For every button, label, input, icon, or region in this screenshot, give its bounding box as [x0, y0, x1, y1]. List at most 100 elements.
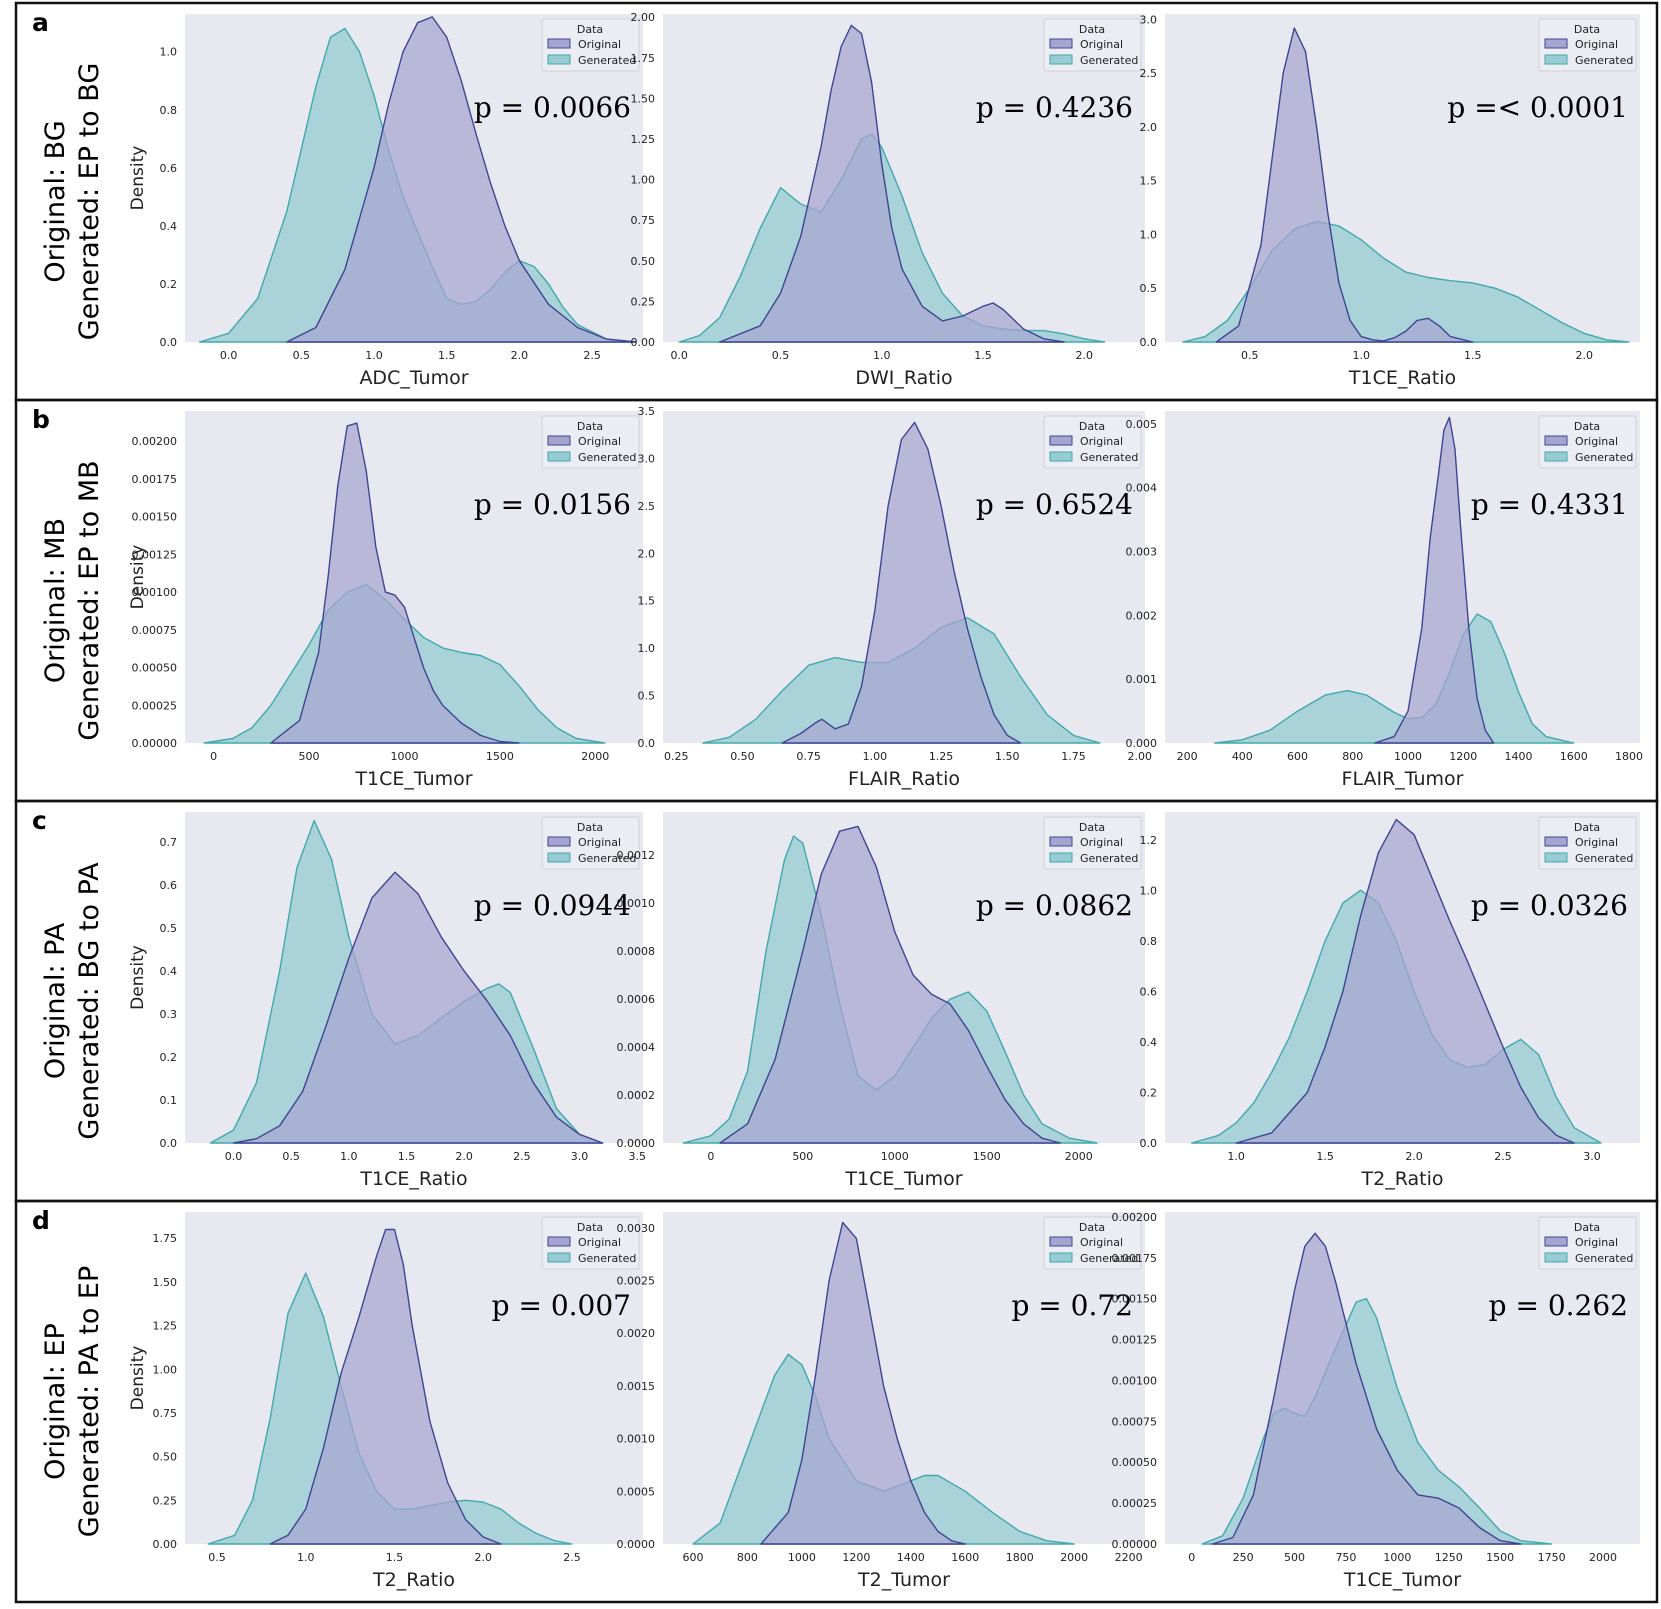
- y-tick-label: 0.00025: [132, 699, 178, 712]
- panel-row-d: d Original: EP Generated: PA to EP 0.00 0.25…: [14, 1199, 1659, 1604]
- y-tick-label: 0.00000: [132, 737, 178, 750]
- x-tick-label: 600: [1287, 750, 1308, 763]
- y-axis-label-group: Density: [128, 146, 148, 211]
- y-tick-label: 0.00175: [1112, 1252, 1158, 1265]
- x-tick-label: 2.5: [563, 1551, 581, 1564]
- x-tick-label: 1400: [1504, 750, 1532, 763]
- legend-original-label: Original: [1080, 435, 1123, 448]
- legend-original-label: Original: [578, 1236, 621, 1249]
- y-axis-label: Density: [128, 1346, 148, 1411]
- x-tick-label: 1000: [1383, 1551, 1411, 1564]
- legend: Data Original Generated: [1043, 18, 1142, 72]
- x-tick-label: 2.0: [1575, 349, 1593, 362]
- legend-original-swatch: [1544, 1236, 1568, 1247]
- legend-original-label: Original: [1080, 1236, 1123, 1249]
- legend-original-swatch: [547, 38, 571, 49]
- y-tick-label: 0.0: [1140, 336, 1158, 349]
- y-tick-label: 0.0010: [617, 897, 656, 910]
- y-tick-label: 0.6: [160, 879, 178, 892]
- y-tick-label: 0.50: [153, 1451, 178, 1464]
- y-tick-label: 0.5: [160, 922, 178, 935]
- y-tick-label: 0.3: [160, 1008, 178, 1021]
- original-density-area: [232, 871, 604, 1144]
- x-tick-label: 0: [210, 750, 217, 763]
- legend-generated-swatch: [547, 451, 571, 462]
- row-label: Original: PA Generated: BG to PA: [40, 862, 105, 1140]
- row-label-line2: Generated: PA to EP: [74, 1266, 105, 1538]
- chart-d-1: 0.00 0.25 0.50 0.75 1.00 1.25 1.50 1.75 0.5 1.0 1.…: [128, 1212, 643, 1591]
- y-tick-label: 0.75: [631, 214, 656, 227]
- legend-original-swatch: [1544, 836, 1568, 847]
- chart-a-2: 0.00 0.25 0.50 0.75 1.00 1.25 1.50 1.75 2.00 0.0 0…: [631, 11, 1145, 389]
- x-tick-label: 1.00: [863, 750, 888, 763]
- y-tick-label: 0.0010: [617, 1433, 656, 1446]
- x-tick-label: 0.75: [796, 750, 821, 763]
- legend-original-swatch: [547, 435, 571, 446]
- row-label-line1: Original: EP: [40, 1323, 71, 1480]
- legend-original-label: Original: [1575, 1236, 1618, 1249]
- y-tick-label: 0.00125: [132, 548, 178, 561]
- p-value-annotation: p = 0.4236: [976, 91, 1133, 124]
- y-tick-label: 0.0025: [617, 1275, 656, 1288]
- y-tick-label: 0.2: [1140, 1086, 1158, 1099]
- x-axis-label: T2_Ratio: [372, 1569, 455, 1591]
- y-tick-label: 0.2: [160, 1051, 178, 1064]
- y-tick-label: 0.8: [160, 104, 178, 117]
- x-tick-label: 1800: [1006, 1551, 1034, 1564]
- x-tick-label: 1250: [1435, 1551, 1463, 1564]
- y-tick-label: 0.8: [1140, 935, 1158, 948]
- x-tick-label: 0.0: [220, 349, 238, 362]
- x-tick-label: 0.5: [1241, 349, 1259, 362]
- row-label: Original: MB Generated: EP to MB: [40, 460, 105, 740]
- x-tick-label: 0.5: [208, 1551, 226, 1564]
- x-tick-label: 2.5: [1494, 1150, 1512, 1163]
- y-tick-label: 0.00150: [132, 511, 178, 524]
- p-value-annotation: p = 0.0066: [474, 91, 631, 124]
- x-tick-label: 500: [299, 750, 320, 763]
- y-tick-label: 1.75: [153, 1232, 178, 1245]
- x-tick-label: 1.0: [1227, 1150, 1245, 1163]
- row-label: Original: EP Generated: PA to EP: [40, 1266, 105, 1538]
- y-tick-label: 0.0000: [617, 1538, 656, 1551]
- y-tick-label: 0.0002: [617, 1089, 656, 1102]
- legend-title: Data: [1574, 821, 1600, 834]
- legend-title: Data: [577, 420, 603, 433]
- x-axis-label: ADC_Tumor: [359, 367, 468, 389]
- legend: Data Original Generated: [1538, 816, 1637, 870]
- y-tick-label: 1.5: [1140, 175, 1158, 188]
- y-tick-label: 3.0: [638, 452, 656, 465]
- x-axis-label: DWI_Ratio: [855, 367, 952, 389]
- y-tick-label: 0.7: [160, 836, 178, 849]
- legend-generated-label: Generated: [1575, 1252, 1633, 1265]
- legend: Data Original Generated: [1043, 816, 1142, 870]
- y-tick-label: 0.4: [160, 220, 178, 233]
- legend-generated-label: Generated: [1080, 1252, 1138, 1265]
- x-axis-label: FLAIR_Tumor: [1342, 768, 1464, 790]
- y-axis-label-group: Density: [128, 1346, 148, 1411]
- y-tick-label: 1.25: [153, 1320, 178, 1333]
- chart-d-2: 0.0000 0.0005 0.0010 0.0015 0.0020 0.0025 0.00…: [617, 1212, 1145, 1591]
- y-tick-label: 0.0020: [617, 1327, 656, 1340]
- y-axis-label: Density: [128, 945, 148, 1010]
- original-density-area: [781, 421, 1022, 744]
- x-tick-label: 3.0: [1583, 1150, 1601, 1163]
- x-tick-label: 0: [1188, 1551, 1195, 1564]
- original-density-area: [719, 24, 1065, 343]
- x-tick-label: 1.0: [873, 349, 891, 362]
- x-tick-label: 1.25: [929, 750, 954, 763]
- legend-generated-label: Generated: [578, 451, 636, 464]
- y-tick-label: 0.00: [631, 336, 656, 349]
- x-tick-label: 1.5: [1316, 1150, 1334, 1163]
- legend-generated-swatch: [547, 54, 571, 65]
- panel-letter: a: [32, 8, 49, 37]
- x-tick-label: 0: [707, 1150, 714, 1163]
- y-tick-label: 0.0005: [617, 1485, 656, 1498]
- x-tick-label: 1600: [1560, 750, 1588, 763]
- legend-generated-swatch: [1049, 54, 1073, 65]
- y-tick-label: 0.001: [1126, 673, 1158, 686]
- y-tick-label: 1.0: [1140, 884, 1158, 897]
- x-axis-label: T1CE_Tumor: [844, 1168, 962, 1190]
- row-label-line2: Generated: BG to PA: [74, 862, 105, 1140]
- legend: Data Original Generated: [1043, 415, 1142, 469]
- y-tick-label: 0.1: [160, 1094, 178, 1107]
